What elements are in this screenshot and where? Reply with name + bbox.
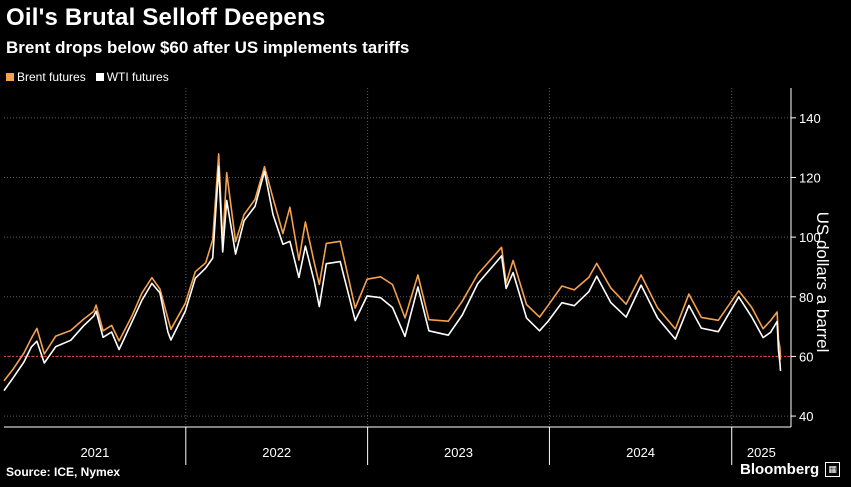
y-tick-label: 40 <box>799 409 813 424</box>
x-tick-label: 2024 <box>626 445 655 460</box>
y-tick-label: 100 <box>799 230 821 245</box>
y-tick-label: 60 <box>799 349 813 364</box>
legend-item-brent: Brent futures <box>6 70 86 84</box>
source-note: Source: ICE, Nymex <box>6 465 121 479</box>
x-tick-label: 2022 <box>262 445 291 460</box>
legend-swatch-wti <box>95 73 104 81</box>
chart-legend: Brent futures WTI futures <box>6 70 169 84</box>
y-axis-label: US dollars a barrel <box>813 211 832 353</box>
chart-subtitle: Brent drops below $60 after US implement… <box>6 38 410 57</box>
x-tick-label: 2021 <box>80 445 109 460</box>
chart-title: Oil's Brutal Selloff Deepens <box>6 4 326 31</box>
bloomberg-logo: Bloomberg ▦ <box>740 461 841 478</box>
x-tick-label: 2025 <box>747 445 776 460</box>
legend-swatch-brent <box>6 73 14 81</box>
y-tick-label: 80 <box>799 290 813 305</box>
legend-label-brent: Brent futures <box>17 70 86 84</box>
legend-label-wti: WTI futures <box>106 70 169 84</box>
y-tick-label: 140 <box>799 111 821 126</box>
y-tick-label: 120 <box>799 170 821 185</box>
series-line-wti <box>3 165 782 392</box>
series-line-brent <box>3 153 782 382</box>
x-tick-label: 2023 <box>444 445 473 460</box>
brand-name: Bloomberg <box>740 461 820 478</box>
chart-icon: ▦ <box>825 462 841 477</box>
legend-item-wti: WTI futures <box>95 70 169 84</box>
